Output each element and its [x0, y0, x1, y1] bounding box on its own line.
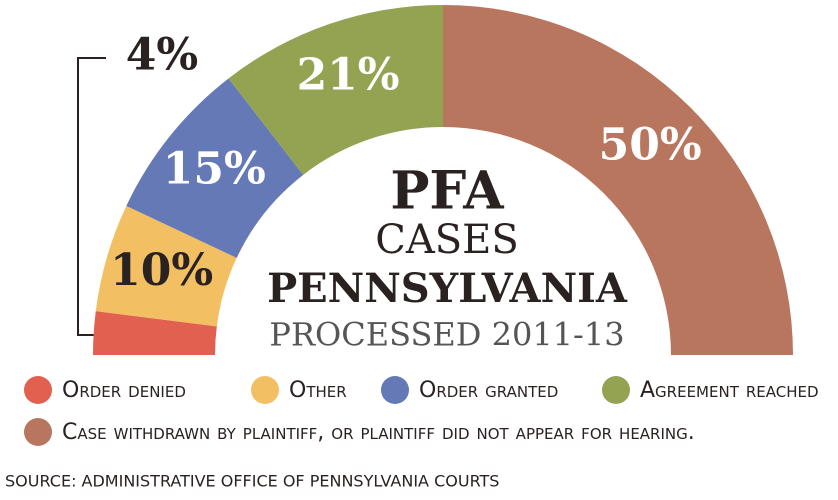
- segment: [126, 78, 304, 258]
- legend-label: Order granted: [419, 378, 558, 403]
- callout-bracket: [77, 57, 108, 336]
- legend-swatch: [251, 376, 279, 404]
- title-line: PFA: [390, 161, 504, 222]
- value-label: 50%: [599, 119, 702, 170]
- legend-swatch: [602, 376, 630, 404]
- legend-label: Case withdrawn by plaintiff, or plaintif…: [62, 420, 695, 445]
- legend-label: Other: [289, 378, 347, 403]
- title-line: PROCESSED 2011-13: [269, 316, 624, 354]
- value-label: 4%: [126, 30, 198, 81]
- segment: [443, 5, 793, 355]
- segment: [228, 4, 443, 175]
- title-line: PENNSYLVANIA: [267, 265, 628, 312]
- segment: [95, 205, 237, 327]
- legend-swatch: [381, 376, 409, 404]
- legend-swatch: [24, 418, 52, 446]
- value-label: 21%: [297, 49, 400, 100]
- value-label: 10%: [110, 245, 213, 296]
- value-label: 15%: [163, 143, 266, 194]
- legend-label: Order denied: [62, 378, 186, 403]
- legend-swatch: [24, 376, 52, 404]
- segment: [93, 311, 217, 355]
- source: SOURCE: ADMINISTRATIVE OFFICE OF PENNSYL…: [5, 472, 499, 491]
- title-line: CASES: [375, 217, 519, 263]
- legend-label: Agreement reached: [640, 378, 819, 403]
